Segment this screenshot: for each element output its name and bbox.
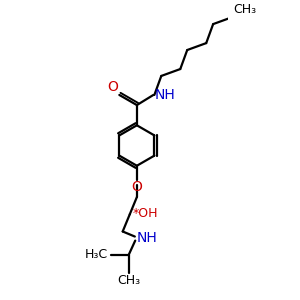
Text: O: O (131, 180, 142, 194)
Text: NH: NH (154, 88, 175, 102)
Text: NH: NH (137, 231, 158, 244)
Text: CH₃: CH₃ (233, 3, 256, 16)
Text: H₃C: H₃C (84, 248, 107, 261)
Text: O: O (107, 80, 118, 94)
Text: CH₃: CH₃ (117, 274, 140, 287)
Text: *OH: *OH (132, 207, 158, 220)
